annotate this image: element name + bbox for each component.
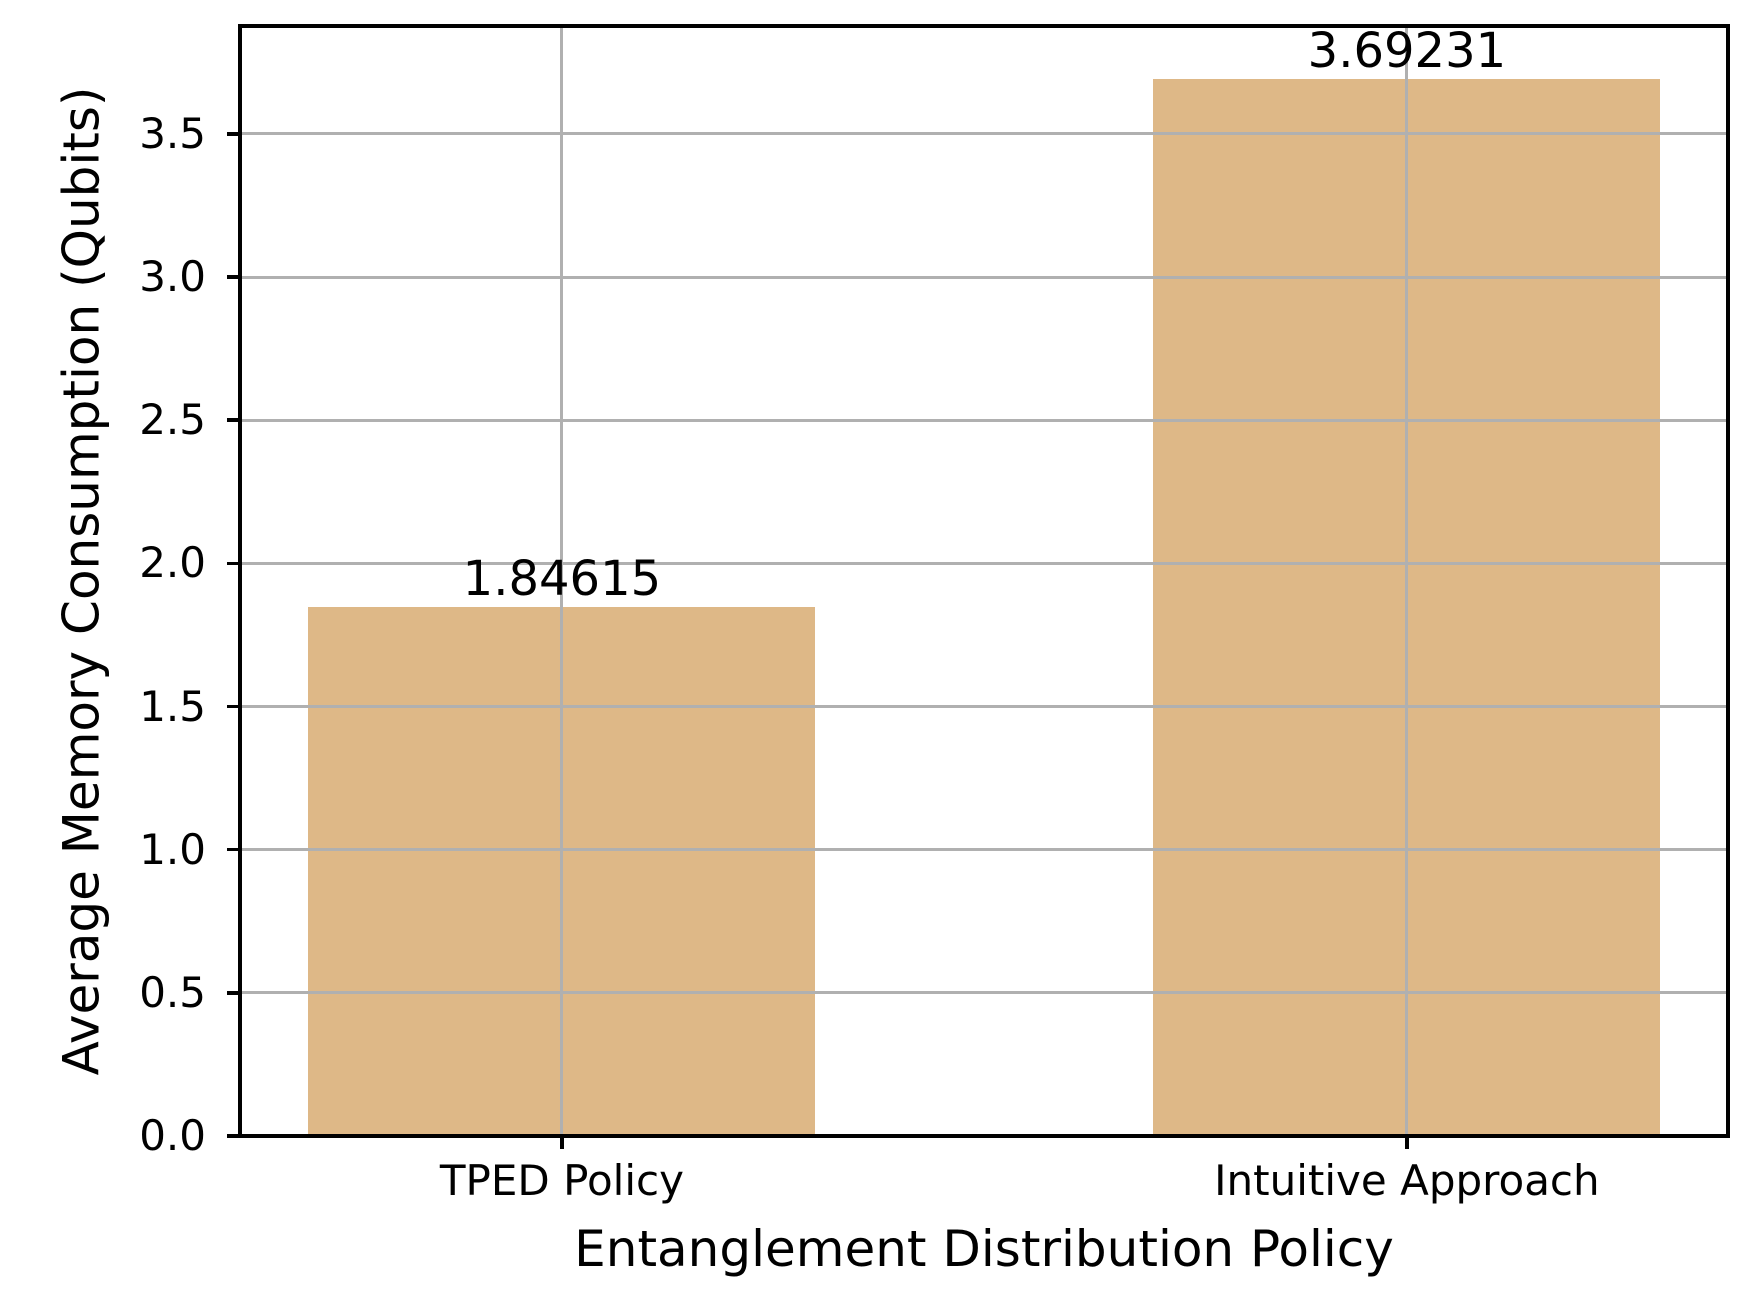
- h-gridline-6: [240, 275, 1728, 279]
- v-gridline-0: [560, 26, 564, 1136]
- ticks-layer: 0.0 0.5 1.0 1.5 2.0 2.5 3.0 3.5 TPED Policy Intui…: [139, 26, 1728, 1205]
- y-tick-mark-5: [227, 418, 240, 422]
- h-gridline-1: [240, 991, 1728, 995]
- annotations-layer: 1.84615 3.69231: [240, 22, 1728, 1136]
- y-tick-mark-3: [227, 704, 240, 709]
- x-tick-label-1: Intuitive Approach: [1214, 1156, 1600, 1205]
- y-tick-label-6: 3.0: [139, 252, 206, 302]
- y-tick-label-2: 1.0: [139, 824, 206, 874]
- y-tick-label-7: 3.5: [139, 108, 206, 158]
- x-tick-mark-0: [560, 1136, 564, 1149]
- y-tick-mark-7: [227, 132, 240, 136]
- y-tick-label-1: 0.5: [139, 967, 206, 1017]
- y-axis-title: Average Memory Consumption (Qubits): [52, 86, 111, 1076]
- bar-value-label-1: 3.69231: [1307, 22, 1507, 79]
- y-tick-mark-4: [227, 561, 240, 566]
- h-gridline-5: [240, 418, 1728, 422]
- y-tick-label-5: 2.5: [139, 395, 206, 445]
- x-axis-title: Entanglement Distribution Policy: [574, 1220, 1394, 1278]
- y-tick-mark-1: [227, 991, 240, 995]
- y-tick-label-4: 2.0: [139, 538, 206, 588]
- x-tick-label-0: TPED Policy: [439, 1156, 684, 1205]
- x-tick-mark-1: [1405, 1136, 1409, 1149]
- y-tick-mark-6: [227, 275, 240, 279]
- plot-area: 0.0 0.5 1.0 1.5 2.0 2.5 3.0 3.5 TPED Policy Intui…: [53, 22, 1730, 1277]
- y-tick-label-3: 1.5: [139, 681, 206, 731]
- h-gridline-3: [240, 705, 1728, 709]
- y-tick-mark-0: [227, 1134, 240, 1138]
- h-gridline-4: [240, 561, 1728, 565]
- bar-value-label-0: 1.84615: [462, 551, 662, 608]
- y-tick-label-0: 0.0: [139, 1111, 206, 1160]
- y-tick-mark-2: [227, 847, 240, 852]
- v-gridline-1: [1405, 26, 1409, 1136]
- h-gridline-2: [240, 848, 1728, 852]
- h-gridline-7: [240, 132, 1728, 136]
